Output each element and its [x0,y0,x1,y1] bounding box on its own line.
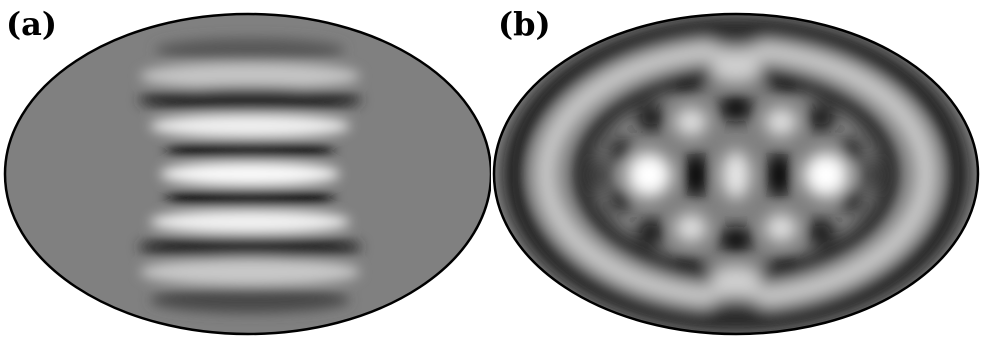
panel-a-band [165,139,335,161]
panel-b-blob [804,153,848,197]
panel-a-band [150,114,350,138]
panel-b-blob [637,104,665,132]
panel-b-blob [609,138,633,162]
panel-a: (a) [3,5,491,336]
panel-a-band [138,234,362,260]
panel-a-band [140,258,360,286]
panel-b-blob [718,226,754,254]
panel-b-blob [670,70,702,94]
panel-b: (b) [491,0,982,337]
panel-b-blob [839,138,863,162]
panel-a-boundary [3,12,491,336]
panel-b-blob [765,214,797,242]
panel-a-band [150,287,350,313]
panel-b-blob [675,108,707,136]
panel-b-blob [861,157,881,193]
panel-b-blob [627,153,671,197]
panel-b-label: (b) [498,5,551,43]
panel-b-blob [710,58,762,82]
panel-b-blob [710,28,762,48]
panel-b-blob [710,298,762,318]
panel-a-band [140,62,360,90]
panel-b-blob [591,157,611,193]
panel-b-blob [770,256,802,280]
panel-b-blob [839,188,863,212]
panel-a-band [138,87,362,113]
panel-b-mode-image [492,12,980,336]
panel-b-blob [670,256,702,280]
panel-a-label: (a) [6,5,58,43]
panel-b-blob [765,108,797,136]
panel-b-blob [675,214,707,242]
panel-b-blob [807,218,835,246]
panel-b-blob [718,94,754,122]
panel-b-blob [770,70,802,94]
panel-b-blob [807,104,835,132]
panel-b-blob [767,151,791,199]
panel-b-boundary [492,12,980,336]
panel-a-band [160,162,340,186]
panel-a-band [150,210,350,234]
panel-a-band [155,38,345,62]
panel-b-blob [609,188,633,212]
panel-a-mode-image [3,12,491,336]
panel-b-blob [722,151,750,199]
panel-b-blob [637,218,665,246]
panel-b-blob [710,266,762,290]
panel-b-blob [684,151,708,199]
panel-a-band [165,187,335,209]
